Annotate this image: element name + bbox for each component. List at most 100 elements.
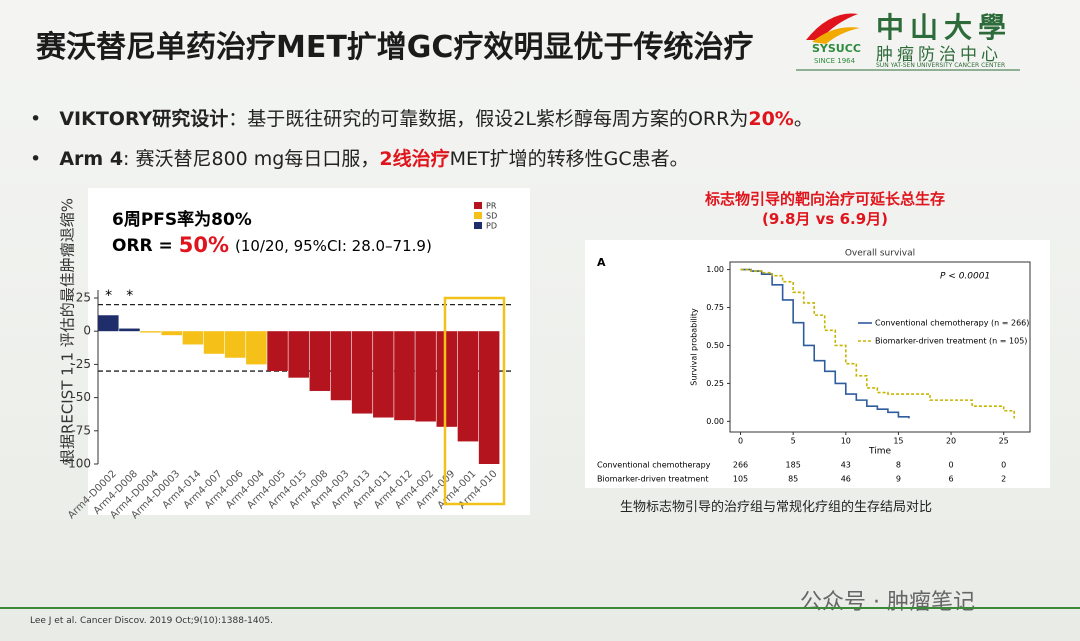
bar [203, 331, 225, 354]
bar [246, 331, 267, 365]
right-heading: (9.8月 vs 6.9月) [761, 210, 888, 228]
bar [288, 331, 309, 378]
bar [140, 331, 161, 333]
km-panel [585, 240, 1050, 488]
bar [224, 331, 246, 358]
risk-count: 266 [733, 461, 748, 470]
x-tick-label: 5 [791, 437, 796, 446]
asterisk: * [105, 288, 112, 304]
bar [394, 331, 415, 421]
risk-row-name: Biomarker-driven treatment [597, 475, 709, 484]
bar [351, 331, 373, 414]
reference: Lee J et al. Cancer Discov. 2019 Oct;9(1… [30, 616, 273, 626]
bullet-text: : 赛沃替尼800 mg每日口服， [123, 148, 380, 170]
y-tick-label: 0 [83, 324, 91, 338]
bar [457, 331, 479, 442]
bar [267, 331, 288, 372]
bullet-highlight: 20% [748, 108, 794, 130]
survival-curve [740, 268, 910, 419]
risk-count: 6 [949, 475, 954, 484]
risk-count: 9 [896, 475, 901, 484]
bar [161, 331, 183, 336]
bullet-text: ：基于既往研究的可靠数据，假设2L紫杉醇每周方案的ORR为 [228, 108, 749, 130]
y-tick-label: -50 [71, 390, 91, 404]
risk-count: 185 [786, 461, 801, 470]
legend-label: PR [486, 202, 497, 211]
watermark: 公众号 · 肿瘤笔记 [800, 590, 975, 615]
y-tick-label: 1.00 [706, 265, 724, 274]
risk-count: 85 [788, 475, 798, 484]
annotation-part: 50% [179, 233, 229, 257]
y-tick-label: -25 [71, 357, 91, 371]
y-tick-label: 0.00 [706, 417, 724, 426]
x-tick-label: 0 [738, 437, 743, 446]
logo-abbr: SYSUCC [812, 42, 861, 55]
panel-label: A [597, 256, 606, 269]
bullet: • VIKTORY研究设计：基于既往研究的可靠数据，假设2L紫杉醇每周方案的OR… [30, 108, 813, 130]
x-axis-label: Time [868, 447, 891, 457]
annotation: ORR = 50% (10/20, 95%CI: 28.0–71.9) [112, 233, 432, 257]
chart-title: Overall survival [845, 249, 915, 259]
slide-title: 赛沃替尼单药治疗MET扩增GC疗效明显优于传统治疗 [36, 30, 754, 65]
highlight-box [443, 296, 506, 506]
bar [182, 331, 204, 345]
risk-row-name: Conventional chemotherapy [597, 461, 711, 470]
bar [436, 331, 458, 427]
x-tick-label: 25 [999, 437, 1009, 446]
logo-since: SINCE 1964 [814, 57, 856, 65]
logo-mark [812, 27, 860, 44]
bar [373, 331, 394, 418]
y-tick-label: -100 [64, 457, 91, 471]
legend-label: SD [486, 212, 497, 221]
bullet-bold: VIKTORY研究设计 [59, 108, 229, 130]
bar [98, 315, 119, 332]
y-tick-label: 0.25 [706, 379, 724, 388]
y-tick-label: -75 [71, 423, 91, 437]
bar [415, 331, 436, 422]
risk-count: 43 [841, 461, 851, 470]
asterisk: * [126, 288, 133, 304]
bullet: • Arm 4: 赛沃替尼800 mg每日口服，2线治疗MET扩增的转移性GC患… [30, 148, 689, 170]
annotation: 6周PFS率为80% [112, 209, 252, 230]
logo-english: SUN YAT-SEN UNIVERSITY CANCER CENTER [876, 62, 1006, 69]
legend-swatch [474, 222, 482, 229]
legend-label: PD [486, 222, 497, 231]
plot-frame [729, 261, 1031, 433]
risk-count: 2 [1001, 475, 1006, 484]
y-tick-label: 0.50 [706, 341, 724, 350]
annotation-part: (10/20, 95%CI: 28.0–71.9) [235, 237, 432, 255]
risk-count: 46 [841, 475, 851, 484]
caption: 生物标志物引导的治疗组与常规化疗组的生存结局对比 [620, 500, 933, 515]
legend-label: Biomarker-driven treatment (n = 105) [875, 337, 1027, 346]
logo-name: 中山大學 [876, 11, 1013, 44]
bullet-bold: Arm 4 [59, 148, 124, 170]
annotation-part: ORR = [112, 236, 179, 256]
x-tick-label: 20 [946, 437, 956, 446]
risk-count: 8 [896, 461, 901, 470]
risk-count: 0 [949, 461, 954, 470]
right-heading: 标志物引导的靶向治疗可延长总生存 [704, 190, 945, 208]
bar [330, 331, 352, 401]
logo-mark [806, 13, 858, 40]
bar [478, 331, 500, 464]
legend-label: Conventional chemotherapy (n = 266) [875, 319, 1029, 328]
y-axis-label: 根据RECIST 1.1 评估的最佳肿瘤退缩% [59, 198, 77, 464]
x-tick-label: 15 [893, 437, 903, 446]
y-axis-label: Survival probability [690, 308, 699, 386]
y-tick-label: 25 [76, 291, 91, 305]
bar [119, 328, 140, 332]
legend-swatch [474, 212, 482, 219]
logo-center: 肿瘤防治中心 [876, 45, 1002, 65]
bullet-end: 。 [793, 108, 813, 130]
bullet-highlight: 2线治疗 [379, 148, 450, 170]
risk-count: 0 [1001, 461, 1006, 470]
annotation: P < 0.0001 [940, 272, 990, 282]
bar [309, 331, 331, 391]
y-tick-label: 0.75 [706, 303, 724, 312]
legend-swatch [474, 202, 482, 209]
x-tick-label: 10 [841, 437, 851, 446]
survival-curve [740, 268, 1016, 419]
risk-count: 105 [733, 475, 748, 484]
